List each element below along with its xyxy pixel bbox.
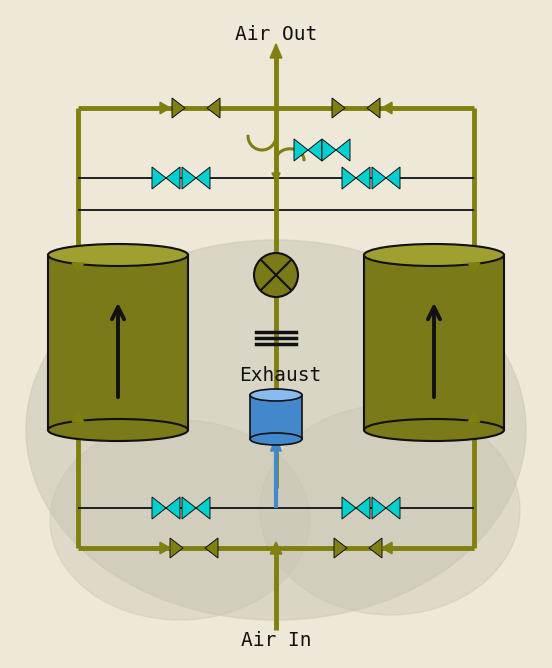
Ellipse shape [364, 419, 504, 441]
Polygon shape [170, 538, 183, 558]
Polygon shape [196, 497, 210, 519]
Ellipse shape [26, 240, 526, 620]
Polygon shape [270, 542, 282, 554]
Polygon shape [182, 167, 196, 189]
Polygon shape [72, 412, 84, 422]
Circle shape [254, 253, 298, 297]
Polygon shape [364, 255, 504, 430]
Polygon shape [207, 98, 220, 118]
Ellipse shape [250, 389, 302, 401]
Polygon shape [336, 139, 350, 161]
Polygon shape [270, 44, 282, 58]
Polygon shape [182, 497, 196, 519]
Polygon shape [468, 263, 480, 273]
Polygon shape [48, 255, 188, 430]
Polygon shape [172, 98, 185, 118]
Polygon shape [342, 167, 356, 189]
Polygon shape [322, 139, 336, 161]
Polygon shape [160, 102, 170, 114]
Ellipse shape [260, 405, 520, 615]
Polygon shape [356, 497, 370, 519]
Polygon shape [372, 497, 386, 519]
Polygon shape [270, 437, 282, 451]
Polygon shape [196, 167, 210, 189]
Polygon shape [272, 173, 280, 181]
Polygon shape [334, 538, 347, 558]
Polygon shape [382, 102, 392, 114]
Polygon shape [308, 139, 322, 161]
Polygon shape [386, 497, 400, 519]
Polygon shape [72, 263, 84, 273]
Polygon shape [205, 538, 218, 558]
Ellipse shape [250, 433, 302, 445]
Polygon shape [294, 139, 308, 161]
Polygon shape [166, 497, 180, 519]
Polygon shape [250, 395, 302, 439]
Polygon shape [468, 412, 480, 422]
Polygon shape [160, 542, 170, 554]
Polygon shape [386, 167, 400, 189]
Polygon shape [332, 98, 345, 118]
Ellipse shape [364, 244, 504, 266]
Polygon shape [367, 98, 380, 118]
Polygon shape [342, 497, 356, 519]
Polygon shape [372, 167, 386, 189]
Text: Air Out: Air Out [235, 25, 317, 44]
Text: Exhaust: Exhaust [239, 366, 321, 385]
Ellipse shape [48, 419, 188, 441]
Text: Air In: Air In [241, 631, 311, 650]
Polygon shape [152, 167, 166, 189]
Polygon shape [166, 167, 180, 189]
Polygon shape [369, 538, 382, 558]
Ellipse shape [48, 244, 188, 266]
Polygon shape [356, 167, 370, 189]
Ellipse shape [50, 420, 310, 620]
Polygon shape [152, 497, 166, 519]
Polygon shape [382, 542, 392, 554]
